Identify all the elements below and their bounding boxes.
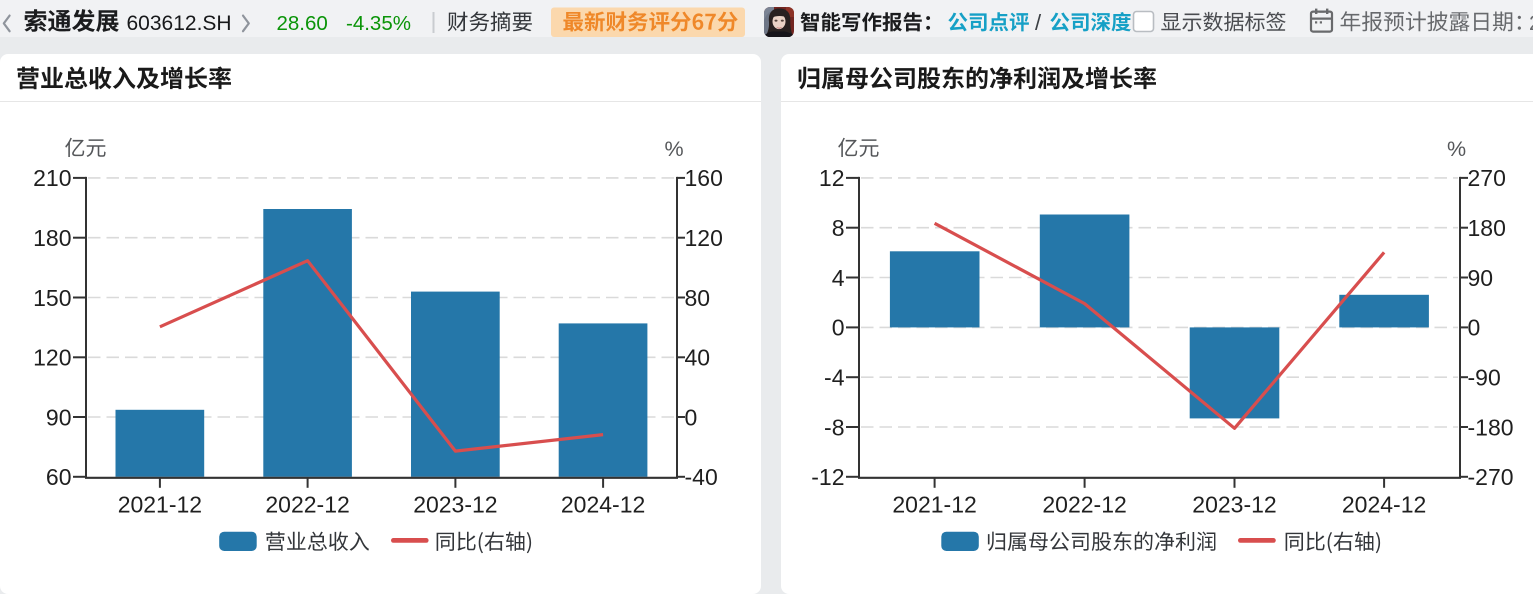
svg-text:4: 4	[832, 265, 845, 291]
svg-text:%: %	[1447, 137, 1466, 161]
svg-text:603612.SH: 603612.SH	[127, 12, 232, 35]
svg-text:160: 160	[685, 165, 723, 191]
svg-text:120: 120	[33, 345, 71, 371]
svg-text:120: 120	[685, 225, 723, 251]
svg-text:-12: -12	[811, 464, 844, 490]
svg-text:90: 90	[1468, 265, 1494, 291]
svg-text:0: 0	[832, 315, 845, 341]
svg-text:0: 0	[685, 404, 698, 430]
svg-text:60: 60	[46, 464, 72, 490]
svg-text:180: 180	[1468, 215, 1506, 241]
svg-text:/: /	[1035, 10, 1042, 35]
svg-text:-4: -4	[824, 365, 845, 391]
svg-text:150: 150	[33, 285, 71, 311]
svg-text:-4.35%: -4.35%	[346, 12, 411, 35]
svg-text:-180: -180	[1468, 414, 1514, 440]
svg-text:80: 80	[685, 285, 711, 311]
svg-text:2022-12: 2022-12	[1042, 492, 1126, 518]
svg-text:2022-12: 2022-12	[265, 492, 349, 518]
svg-text:-40: -40	[685, 464, 718, 490]
svg-text:%: %	[665, 137, 684, 161]
svg-text:2021-12: 2021-12	[118, 492, 202, 518]
svg-text:2021-12: 2021-12	[892, 492, 976, 518]
svg-text:270: 270	[1468, 165, 1506, 191]
svg-text:28.60: 28.60	[277, 12, 328, 35]
svg-text:2023-12: 2023-12	[1192, 492, 1276, 518]
svg-text:2: 2	[1529, 12, 1533, 35]
svg-text:40: 40	[685, 345, 711, 371]
svg-text:90: 90	[46, 404, 72, 430]
svg-text:180: 180	[33, 225, 71, 251]
svg-text:2024-12: 2024-12	[1342, 492, 1426, 518]
svg-text:8: 8	[832, 215, 845, 241]
svg-text:2023-12: 2023-12	[413, 492, 497, 518]
svg-text:2024-12: 2024-12	[561, 492, 645, 518]
svg-text:-270: -270	[1468, 464, 1514, 490]
svg-text:12: 12	[819, 165, 845, 191]
svg-text:0: 0	[1468, 315, 1481, 341]
svg-text:-8: -8	[824, 414, 844, 440]
svg-text:210: 210	[33, 165, 71, 191]
svg-text:-90: -90	[1468, 365, 1501, 391]
